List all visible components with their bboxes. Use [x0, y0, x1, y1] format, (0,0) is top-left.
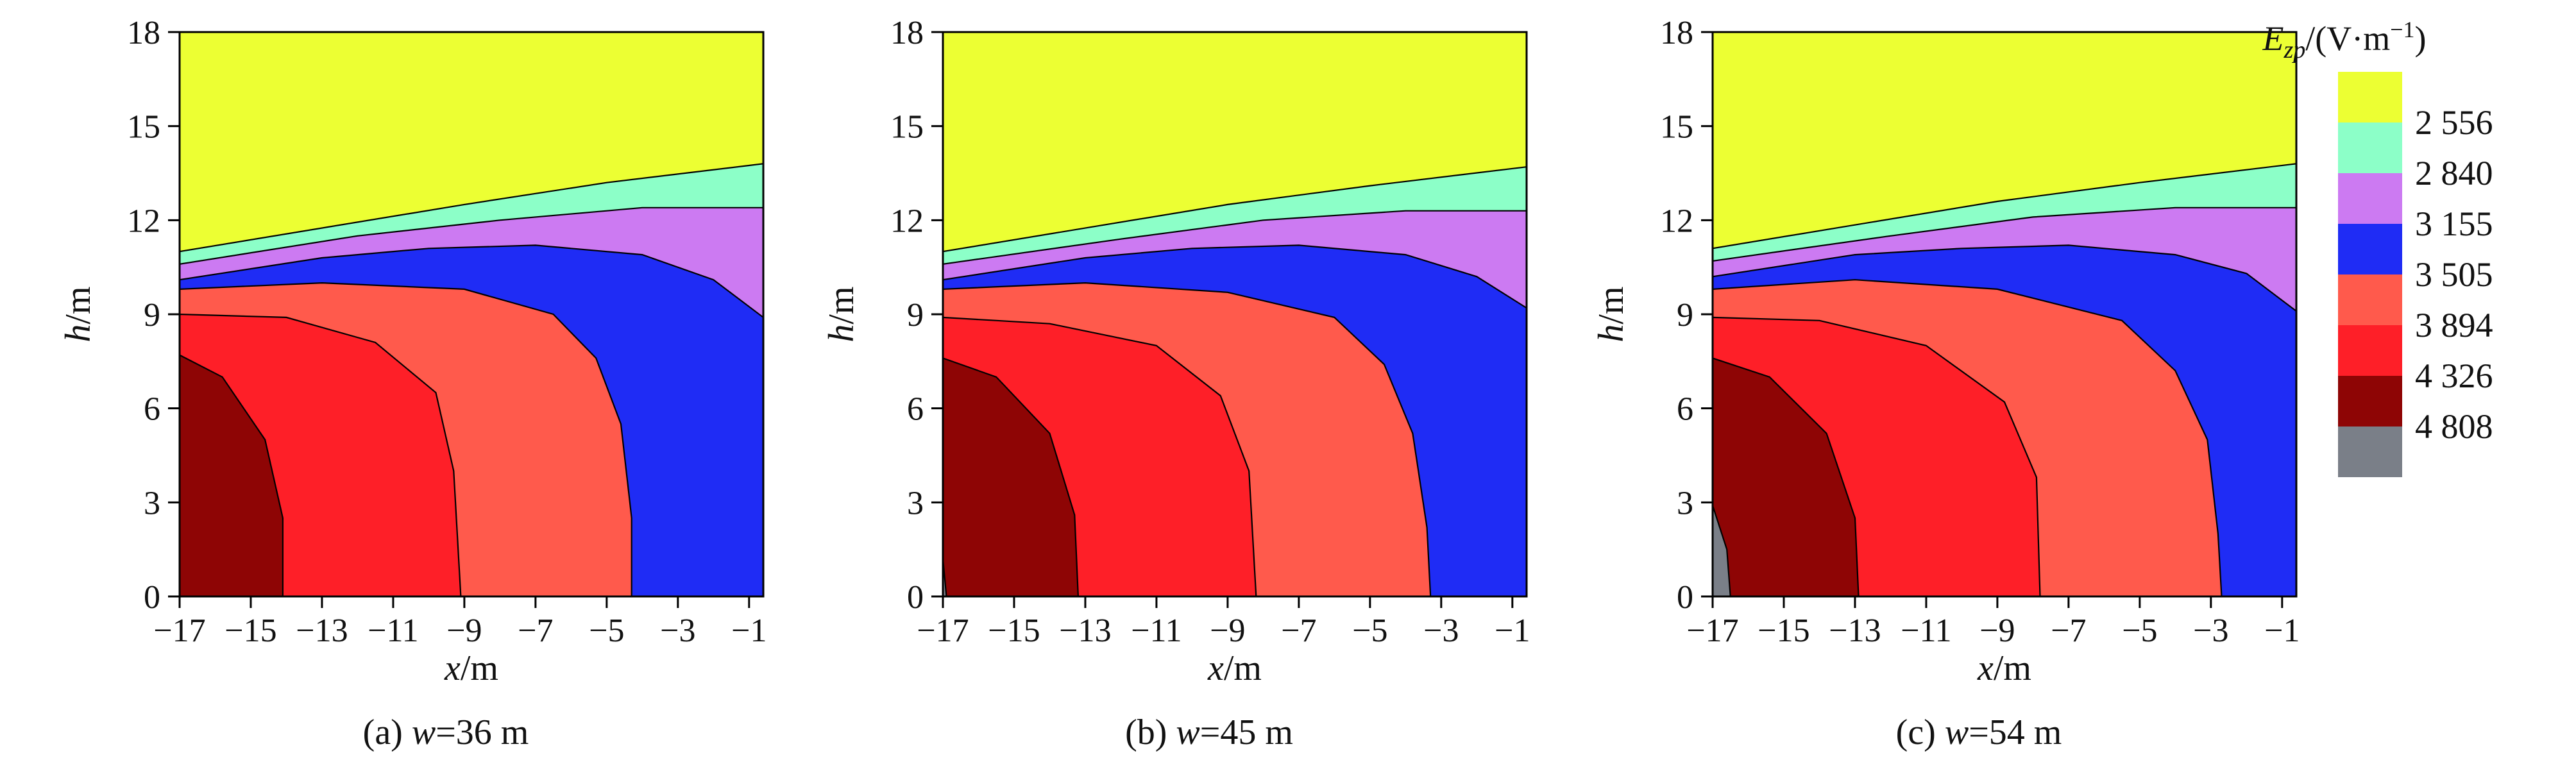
x-tick-label: −5 — [1352, 612, 1387, 649]
x-tick-label: −5 — [589, 612, 624, 649]
legend-swatch-salmon — [2338, 274, 2402, 325]
legend-labels: 2 556 2 840 3 155 3 505 3 894 4 326 4 808 — [2415, 103, 2493, 446]
panel-a: 0 3 6 9 12 15 18 −17 −15 −13 −11 −9 −7 −5 −3 −1 x/m h/m (a… — [58, 15, 767, 752]
y-tick-label: 3 — [144, 485, 160, 521]
panel-c: 0 3 6 9 12 15 18 −17 −15 −13 −11 −9 −7 −5 −3 −1 x/m h/m (c… — [1591, 15, 2300, 752]
y-tick-label: 0 — [1677, 579, 1693, 616]
legend-swatches — [2338, 72, 2402, 477]
legend-label: 4 326 — [2415, 357, 2493, 395]
legend-swatch-aqua — [2338, 122, 2402, 173]
legend-label: 3 155 — [2415, 205, 2493, 243]
y-tick-label: 6 — [1677, 391, 1693, 428]
y-tick-label: 9 — [144, 297, 160, 334]
x-tick-label: −15 — [225, 612, 276, 649]
legend-swatch-gray — [2338, 426, 2402, 477]
y-tick-label: 15 — [127, 109, 160, 146]
legend-swatch-darkred — [2338, 376, 2402, 426]
legend-title: Ezp/(V·m−1) — [2262, 17, 2426, 63]
x-tick-label: −3 — [2193, 612, 2228, 649]
legend-label: 2 840 — [2415, 154, 2493, 192]
y-tick-label: 12 — [1660, 203, 1693, 239]
x-tick-label: −15 — [988, 612, 1040, 649]
y-axis-label: h/m — [58, 286, 98, 342]
y-tick-label: 12 — [890, 203, 924, 239]
legend-label: 3 894 — [2415, 306, 2493, 344]
color-legend: Ezp/(V·m−1) 2 556 2 840 3 155 3 505 3 894 4 3… — [2262, 17, 2493, 477]
y-tick-label: 15 — [890, 109, 924, 146]
x-tick-label: −1 — [1495, 612, 1530, 649]
y-tick-label: 12 — [127, 203, 160, 239]
panel-caption: (b) w=45 m — [1125, 713, 1293, 752]
y-tick-label: 18 — [127, 15, 160, 51]
legend-label: 3 505 — [2415, 255, 2493, 294]
x-axis-label: x/m — [1207, 648, 1262, 688]
panel-caption: (a) w=36 m — [363, 713, 529, 752]
x-tick-label: −1 — [731, 612, 767, 649]
legend-swatch-blue — [2338, 224, 2402, 274]
x-tick-label: −17 — [153, 612, 205, 649]
x-tick-label: −11 — [1131, 612, 1182, 649]
legend-swatch-violet — [2338, 173, 2402, 224]
legend-swatch-red — [2338, 325, 2402, 376]
x-tick-label: −17 — [1686, 612, 1738, 649]
y-tick-label: 3 — [1677, 485, 1693, 521]
panel-b: 0 3 6 9 12 15 18 −17 −15 −13 −11 −9 −7 −5 −3 −1 x/m h/m (b… — [822, 15, 1530, 752]
x-tick-label: −15 — [1758, 612, 1809, 649]
x-axis-label: x/m — [444, 648, 498, 688]
y-tick-label: 18 — [1660, 15, 1693, 51]
y-axis-label: h/m — [822, 286, 861, 342]
legend-swatch-yellow — [2338, 72, 2402, 122]
y-tick-label: 0 — [907, 579, 924, 616]
y-tick-label: 9 — [907, 297, 924, 334]
y-tick-label: 18 — [890, 15, 924, 51]
panel-caption: (c) w=54 m — [1896, 713, 2062, 752]
y-tick-label: 15 — [1660, 109, 1693, 146]
legend-label: 4 808 — [2415, 407, 2493, 446]
legend-label: 2 556 — [2415, 103, 2493, 142]
x-tick-label: −7 — [518, 612, 553, 649]
y-axis-label: h/m — [1591, 286, 1631, 342]
x-tick-label: −13 — [1829, 612, 1881, 649]
y-tick-label: 0 — [144, 579, 160, 616]
y-tick-label: 6 — [144, 391, 160, 428]
x-tick-label: −9 — [1210, 612, 1245, 649]
y-tick-label: 6 — [907, 391, 924, 428]
x-tick-label: −3 — [1423, 612, 1459, 649]
y-tick-label: 3 — [907, 485, 924, 521]
x-tick-label: −13 — [296, 612, 348, 649]
x-tick-label: −7 — [2051, 612, 2086, 649]
x-tick-label: −1 — [2264, 612, 2300, 649]
x-tick-label: −11 — [1901, 612, 1951, 649]
x-tick-label: −11 — [368, 612, 418, 649]
x-tick-label: −7 — [1281, 612, 1316, 649]
x-tick-label: −17 — [917, 612, 969, 649]
y-tick-label: 9 — [1677, 297, 1693, 334]
x-tick-label: −9 — [1979, 612, 2015, 649]
x-axis-label: x/m — [1977, 648, 2031, 688]
x-tick-label: −9 — [446, 612, 482, 649]
x-tick-label: −3 — [660, 612, 695, 649]
x-tick-label: −13 — [1059, 612, 1111, 649]
x-tick-label: −5 — [2122, 612, 2157, 649]
